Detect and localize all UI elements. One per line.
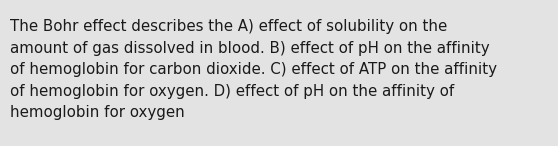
Text: The Bohr effect describes the A) effect of solubility on the
amount of gas disso: The Bohr effect describes the A) effect … bbox=[10, 19, 497, 120]
